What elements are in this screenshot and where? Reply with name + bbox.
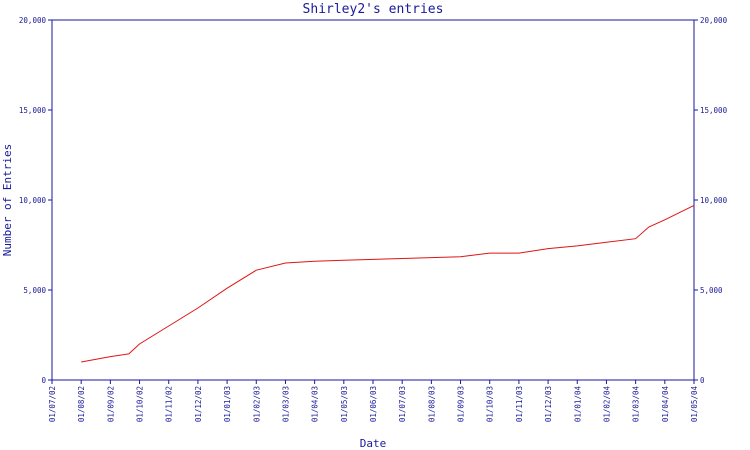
x-tick-label: 01/12/02 [194,386,203,422]
x-tick-label: 01/10/03 [486,386,495,422]
x-tick-label: 01/01/04 [573,386,582,423]
y-tick-label-left: 20,000 [19,16,47,25]
x-tick-label: 01/09/03 [457,386,466,422]
y-tick-label-right: 0 [700,376,705,385]
x-tick-label: 01/09/02 [106,386,115,422]
x-tick-label: 01/02/03 [252,386,261,422]
x-tick-label: 01/12/03 [544,386,553,422]
x-tick-label: 01/03/04 [632,386,641,423]
x-tick-label: 01/04/03 [311,386,320,422]
x-tick-label: 01/07/02 [48,386,57,422]
chart-title: Shirley2's entries [303,2,444,17]
series-line [81,204,695,363]
x-tick-label: 01/02/04 [602,386,611,423]
y-tick-label-right: 5,000 [700,286,723,295]
x-tick-label: 01/11/02 [165,386,174,422]
x-tick-label: 01/05/03 [340,386,349,422]
x-tick-label: 01/04/04 [661,386,670,423]
y-tick-label-right: 15,000 [700,106,728,115]
x-tick-label: 01/08/02 [77,386,86,422]
y-tick-label-left: 0 [41,376,46,385]
x-tick-label: 01/11/03 [515,386,524,422]
x-tick-label: 01/10/02 [136,386,145,422]
x-axis-ticks: 01/07/02 01/08/02 01/09/02 01/10/02 01/11/02… [48,380,699,422]
x-tick-label: 01/01/03 [223,386,232,422]
x-tick-label: 01/06/03 [369,386,378,422]
series-layer [81,204,695,363]
y-tick-label-left: 15,000 [19,106,47,115]
x-tick-label: 01/07/03 [398,386,407,422]
y-axis-ticks: 0 0 5,000 5,000 10,000 10,000 15,000 15,000 20,0… [19,16,728,385]
x-tick-label: 01/08/03 [427,386,436,422]
y-tick-label-left: 10,000 [19,196,47,205]
y-tick-label-left: 5,000 [23,286,46,295]
x-axis-label: Date [360,437,387,450]
y-tick-label-right: 10,000 [700,196,728,205]
x-tick-label: 01/05/04 [690,386,699,423]
y-axis-label: Number of Entries [1,144,14,257]
x-tick-label: 01/03/03 [281,386,290,422]
y-tick-label-right: 20,000 [700,16,728,25]
